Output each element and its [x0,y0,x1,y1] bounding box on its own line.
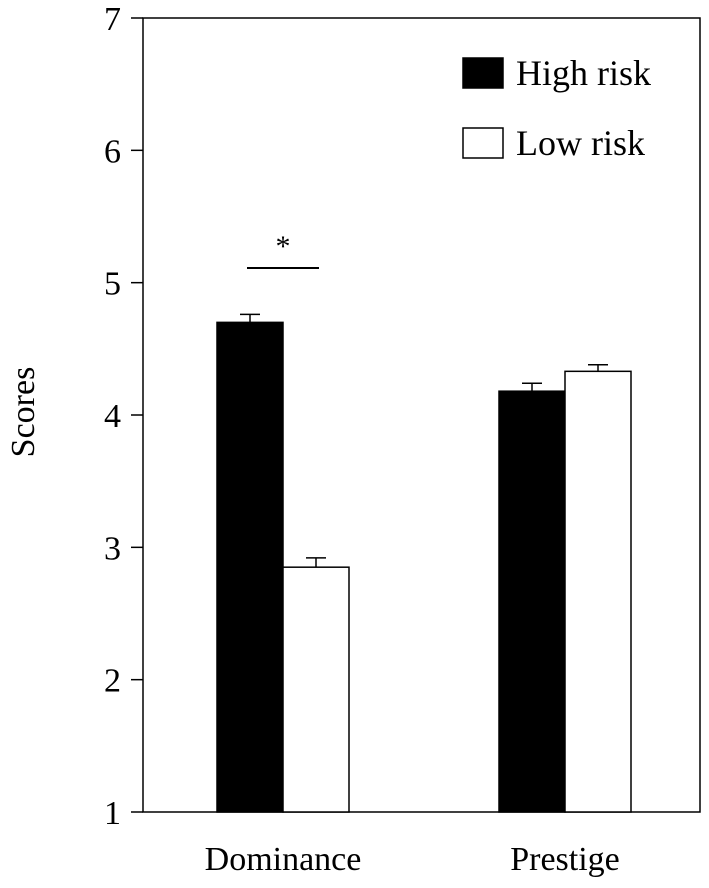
legend-label: Low risk [516,123,645,163]
y-tick-label: 2 [104,663,121,700]
y-tick-label: 5 [104,266,121,303]
y-tick-label: 6 [104,133,121,170]
legend-swatch [462,127,504,159]
y-axis: 1 2 3 4 5 6 7 [104,1,143,832]
legend-swatch [462,57,504,89]
bar-high-risk-prestige [498,390,566,813]
x-category-label: Dominance [205,841,362,878]
y-tick-label: 1 [104,795,121,832]
y-tick-label: 3 [104,530,121,567]
y-tick-label: 7 [104,1,121,38]
bars [216,313,632,813]
x-category-label: Prestige [510,841,620,878]
legend-label: High risk [516,53,651,93]
category-labels: Dominance Prestige [205,841,620,878]
bar-low-risk-dominance [282,566,350,813]
bar-low-risk-prestige [564,370,632,813]
bar-high-risk-dominance [216,321,284,813]
y-tick-label: 4 [104,398,121,435]
y-axis-title: Scores [5,367,42,458]
legend: High risk Low risk [462,53,651,163]
annotations: * [247,230,319,269]
significance-marker: * [276,230,291,263]
